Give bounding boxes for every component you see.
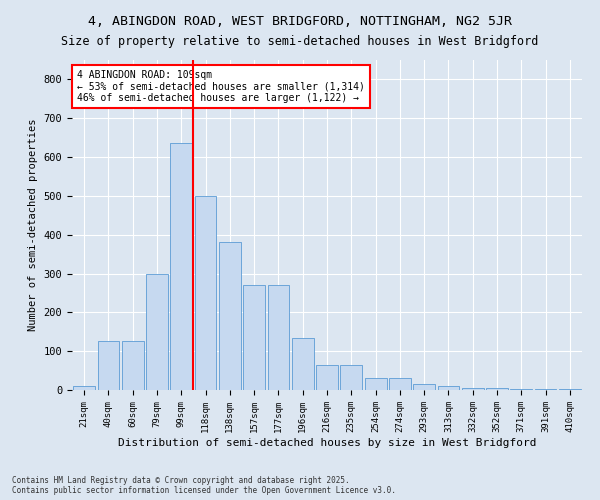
X-axis label: Distribution of semi-detached houses by size in West Bridgford: Distribution of semi-detached houses by … <box>118 438 536 448</box>
Bar <box>462 388 484 390</box>
Bar <box>559 389 581 390</box>
Bar <box>316 365 338 390</box>
Bar <box>122 342 143 390</box>
Bar <box>413 384 435 390</box>
Bar <box>243 285 265 390</box>
Bar <box>389 378 411 390</box>
Bar <box>268 285 289 390</box>
Bar <box>437 386 460 390</box>
Bar <box>97 342 119 390</box>
Bar <box>219 242 241 390</box>
Bar <box>146 274 168 390</box>
Bar <box>73 386 95 390</box>
Bar <box>511 389 532 390</box>
Bar <box>292 338 314 390</box>
Y-axis label: Number of semi-detached properties: Number of semi-detached properties <box>28 118 38 331</box>
Bar <box>535 389 556 390</box>
Bar <box>365 378 386 390</box>
Text: Contains HM Land Registry data © Crown copyright and database right 2025.
Contai: Contains HM Land Registry data © Crown c… <box>12 476 396 495</box>
Bar <box>170 144 192 390</box>
Bar <box>340 365 362 390</box>
Text: 4 ABINGDON ROAD: 109sqm
← 53% of semi-detached houses are smaller (1,314)
46% of: 4 ABINGDON ROAD: 109sqm ← 53% of semi-de… <box>77 70 365 103</box>
Text: Size of property relative to semi-detached houses in West Bridgford: Size of property relative to semi-detach… <box>61 35 539 48</box>
Bar <box>486 388 508 390</box>
Text: 4, ABINGDON ROAD, WEST BRIDGFORD, NOTTINGHAM, NG2 5JR: 4, ABINGDON ROAD, WEST BRIDGFORD, NOTTIN… <box>88 15 512 28</box>
Bar <box>194 196 217 390</box>
